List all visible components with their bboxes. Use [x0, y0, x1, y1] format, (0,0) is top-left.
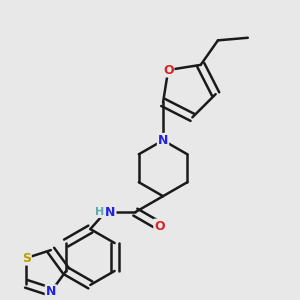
Text: O: O [163, 64, 173, 76]
Text: N: N [105, 206, 116, 219]
Text: S: S [22, 252, 31, 265]
Text: O: O [154, 220, 165, 232]
Text: H: H [95, 207, 104, 217]
Text: N: N [158, 134, 168, 147]
Text: N: N [46, 285, 56, 298]
